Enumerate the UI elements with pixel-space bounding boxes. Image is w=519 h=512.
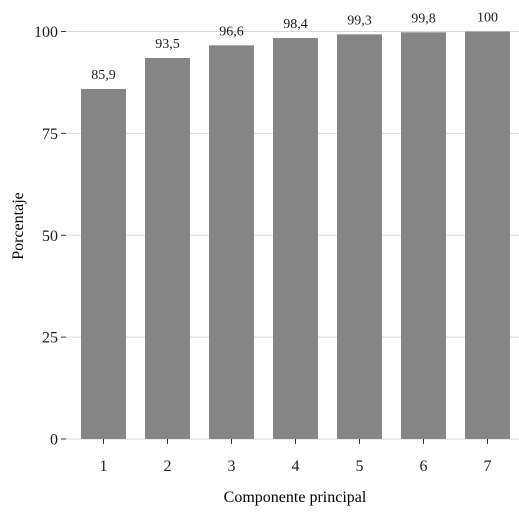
x-axis: 1 2 3 4 5 6 7 [100, 439, 492, 475]
bar [145, 57, 190, 440]
data-label: 85,9 [91, 68, 116, 83]
y-tick-label: 50 [42, 228, 58, 245]
y-tick-label: 0 [50, 432, 58, 449]
y-tick-label: 75 [42, 126, 58, 143]
x-tick-label: 6 [420, 458, 428, 475]
x-tick-label: 1 [100, 458, 108, 475]
data-label: 99,8 [411, 11, 436, 26]
x-tick-label: 3 [228, 458, 236, 475]
y-axis-title: Porcentaje [10, 192, 27, 260]
data-label: 100 [477, 11, 498, 26]
data-labels: 85,9 93,5 96,6 98,4 99,3 99,8 100 [91, 11, 498, 83]
data-label: 99,3 [347, 13, 372, 28]
x-tick-label: 7 [484, 458, 492, 475]
x-tick-label: 4 [292, 458, 300, 475]
x-axis-title: Componente principal [224, 489, 367, 506]
bar [209, 45, 254, 439]
y-axis: 0 25 50 75 100 [34, 24, 66, 449]
y-tick-label: 25 [42, 330, 58, 347]
y-tick-label: 100 [34, 24, 58, 41]
x-tick-label: 2 [164, 458, 172, 475]
data-label: 96,6 [219, 24, 244, 39]
bar [273, 38, 318, 440]
bars [81, 31, 510, 440]
bar [81, 88, 126, 440]
x-tick-label: 5 [356, 458, 364, 475]
data-label: 98,4 [283, 17, 308, 32]
bar [465, 31, 510, 439]
bar [337, 34, 382, 439]
data-label: 93,5 [155, 37, 180, 52]
bar [401, 32, 446, 439]
